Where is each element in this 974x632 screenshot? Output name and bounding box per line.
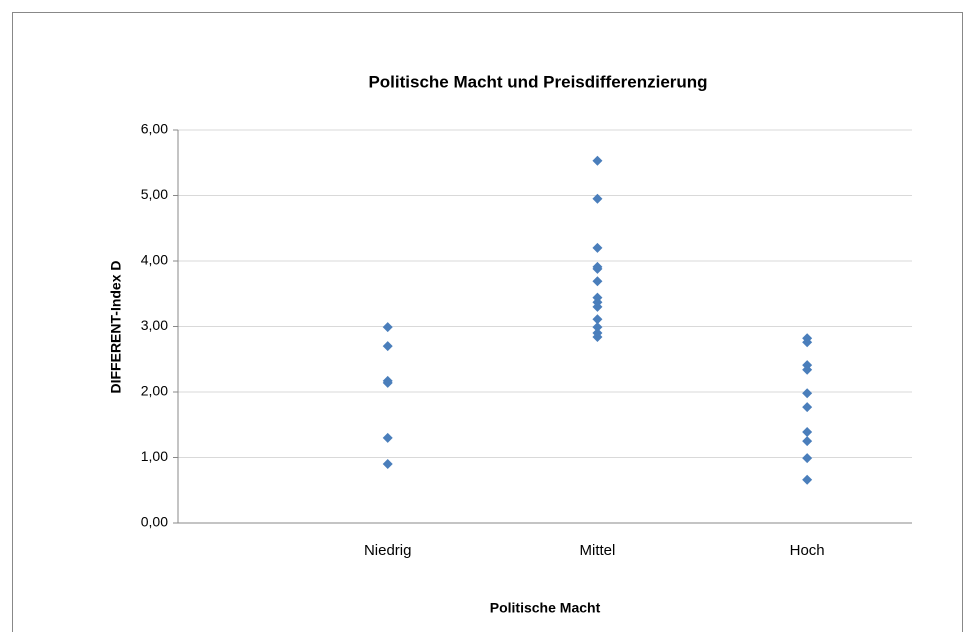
point [592,155,603,166]
point [382,459,393,470]
x-tick-label: Niedrig [364,542,412,559]
y-tick-label: 0,00 [141,514,168,530]
point [592,314,603,325]
point [592,193,603,204]
x-axis-title: Politische Macht [490,600,601,616]
x-tick-label: Mittel [580,542,616,559]
point [592,276,603,287]
point [592,322,603,333]
y-tick-label: 2,00 [141,383,168,399]
y-tick-label: 5,00 [141,186,168,202]
y-tick-label: 3,00 [141,317,168,333]
y-tick-label: 6,00 [141,121,168,137]
point [802,426,813,437]
chart-title: Politische Macht und Preisdifferenzierun… [368,72,707,91]
point [382,432,393,443]
point [382,377,393,388]
point [802,474,813,485]
point [802,453,813,464]
point [802,402,813,413]
point [592,301,603,312]
point [382,322,393,333]
point [802,388,813,399]
point [802,436,813,447]
point [802,364,813,375]
point [802,337,813,348]
chart-frame [12,12,963,632]
point [592,263,603,274]
point [592,242,603,253]
point [382,341,393,352]
point [592,331,603,342]
y-tick-label: 4,00 [141,252,168,268]
y-axis-title: DIFFERENT-Index D [108,260,124,393]
y-tick-label: 1,00 [141,448,168,464]
x-tick-label: Hoch [790,542,825,559]
